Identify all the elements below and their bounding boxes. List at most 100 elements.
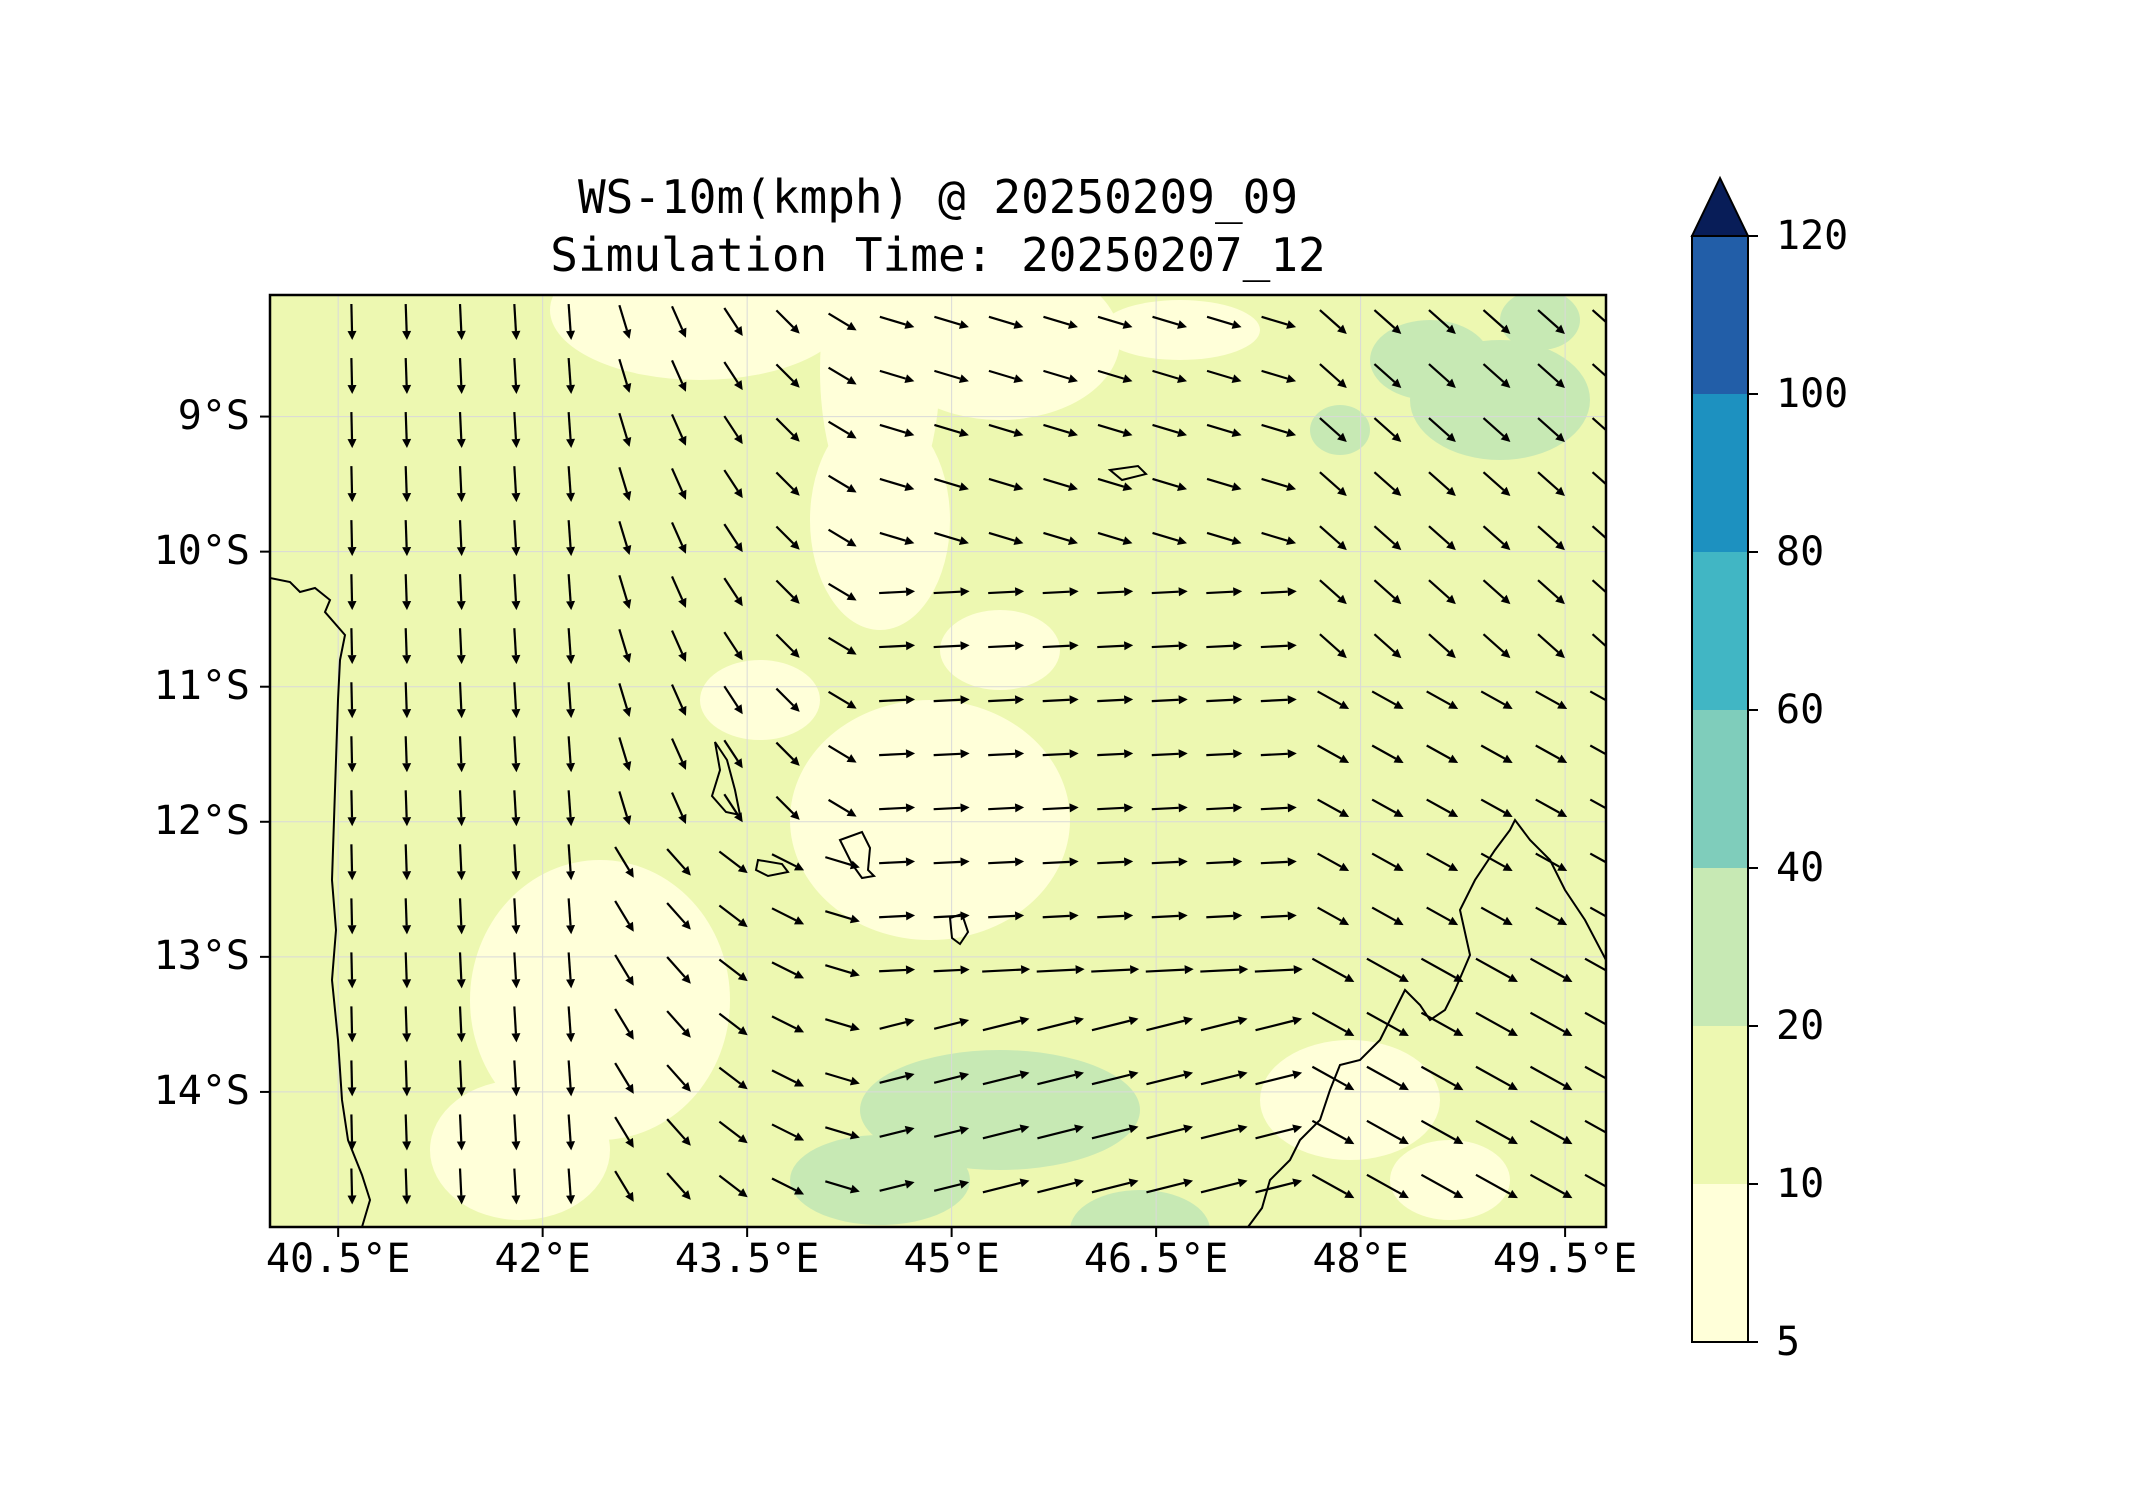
wind-arrow [775,633,800,658]
wind-arrow [1591,579,1606,594]
wind-arrow [775,417,800,442]
wind-arrow [402,520,412,557]
wind-arrow [1426,852,1459,872]
wind-arrow [566,1168,576,1205]
wind-arrow [723,631,743,661]
wind-arrow [933,857,970,867]
wind-arrow [1042,911,1079,921]
wind-arrow [1537,309,1565,334]
wind-arrow [511,1060,521,1097]
wind-arrow [1537,579,1565,605]
wind-arrow [511,952,521,989]
wind-arrow [1317,852,1350,872]
wind-arrow [402,628,412,665]
wind-arrow [1260,695,1297,705]
wind-arrow [614,1008,634,1040]
wind-arrow [1584,957,1606,972]
wind-arrow [1480,906,1513,926]
wind-arrow [1260,587,1297,597]
wind-arrow [879,965,916,975]
wind-arrow [618,304,632,339]
lon-tick-label: 43.5°E [674,1236,820,1282]
lon-tick-label: 42°E [494,1236,591,1282]
wind-arrow [1475,1173,1518,1199]
wind-arrow [1200,1178,1248,1194]
wind-arrow [1146,1124,1194,1140]
wind-arrow [879,1017,915,1030]
wind-arrow [1311,957,1355,983]
wind-arrow [1584,1173,1606,1188]
wind-arrow [1373,309,1402,334]
wind-arrow [879,1071,915,1084]
wind-arrow [1420,1173,1464,1199]
wind-arrow [618,737,632,772]
colorbar-segment [1692,552,1748,710]
wind-arrow [934,315,969,329]
wind-arrow [828,528,857,547]
wind-arrow [1537,363,1565,389]
wind-arrow [1373,363,1402,389]
low-speed-region [470,860,730,1140]
wind-arrow [1371,852,1404,872]
wind-arrow [828,420,857,439]
wind-arrow [775,579,800,604]
wind-arrow [723,577,743,607]
wind-arrow [1319,363,1347,389]
wind-arrow [825,1126,860,1140]
wind-arrow [1589,798,1606,810]
wind-arrow [1482,471,1511,497]
wind-arrow [618,683,632,718]
wind-arrow [1151,911,1188,921]
wind-arrow [1537,633,1565,659]
wind-arrow [1371,744,1404,763]
wind-arrow [347,1006,357,1043]
wind-arrow [618,791,632,826]
wind-arrow [982,1124,1030,1140]
wind-arrow [988,749,1025,759]
wind-arrow [1206,369,1242,383]
wind-arrow [988,369,1024,383]
wind-arrow [671,359,687,392]
wind-arrow [718,1066,748,1090]
wind-arrow [671,413,687,446]
wind-arrow [671,684,687,716]
wind-arrow [1311,1065,1355,1091]
wind-arrow [402,952,412,989]
wind-arrow [456,358,466,395]
low-speed-region [700,660,820,740]
wind-arrow [1260,749,1297,759]
colorbar-frame [1691,235,1749,1343]
wind-arrow [1200,1016,1248,1032]
low-speed-region [1390,1140,1510,1220]
wind-arrow [402,898,412,935]
wind-arrow [347,628,357,665]
wind-arrow [988,315,1024,329]
wind-arrow [1206,911,1243,921]
wind-arrow [566,790,576,827]
wind-arrow [825,1018,860,1032]
wind-arrow [671,738,687,770]
wind-arrow [775,471,800,496]
wind-arrow [1037,1016,1084,1032]
wind-arrow [771,1123,805,1141]
wind-arrow [1482,309,1511,334]
wind-arrow [1091,1124,1139,1140]
wind-arrow [933,1179,970,1192]
coastline [1107,464,1148,482]
wind-arrow [1529,1119,1573,1145]
wind-arrow [775,795,800,820]
wind-arrow [1426,690,1459,709]
wind-arrow [456,412,466,449]
wind-arrow [879,1179,915,1192]
wind-arrow [566,358,576,394]
wind-arrow [1152,423,1187,437]
wind-arrow [718,1174,748,1198]
wind-arrow [879,531,915,546]
wind-arrow [1373,633,1402,659]
wind-arrow [402,412,412,449]
wind-arrow [934,423,969,437]
wind-arrow [775,741,800,766]
wind-arrow [934,369,969,383]
colorbar-segment [1692,1026,1748,1184]
